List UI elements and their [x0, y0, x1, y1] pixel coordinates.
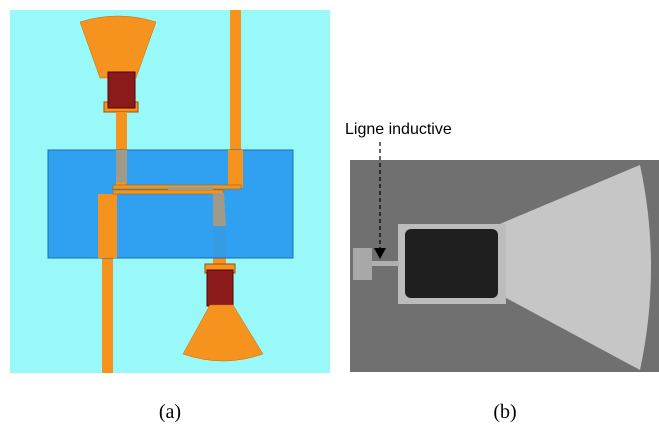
annotation: Ligne inductive [345, 121, 452, 138]
line [230, 10, 241, 155]
membrane [47, 149, 294, 259]
pad [353, 248, 372, 280]
capacitor [107, 71, 136, 109]
inductive-line [372, 261, 399, 266]
radial-stub [79, 15, 157, 79]
line [116, 112, 127, 152]
line [98, 194, 117, 258]
radial-stub [182, 304, 264, 362]
panel-label: (a) [159, 401, 181, 423]
line [102, 255, 113, 373]
capacitor [206, 269, 234, 307]
sem-panel [350, 160, 659, 372]
inductive-line [168, 187, 213, 190]
line [116, 150, 127, 182]
radial-stub [495, 165, 651, 370]
panel-label: (b) [493, 401, 516, 423]
layout-panel [10, 10, 330, 373]
line [228, 150, 243, 188]
inductive-line [112, 189, 224, 195]
capacitor [405, 229, 498, 298]
arrow-head [374, 248, 386, 259]
line [213, 193, 226, 226]
